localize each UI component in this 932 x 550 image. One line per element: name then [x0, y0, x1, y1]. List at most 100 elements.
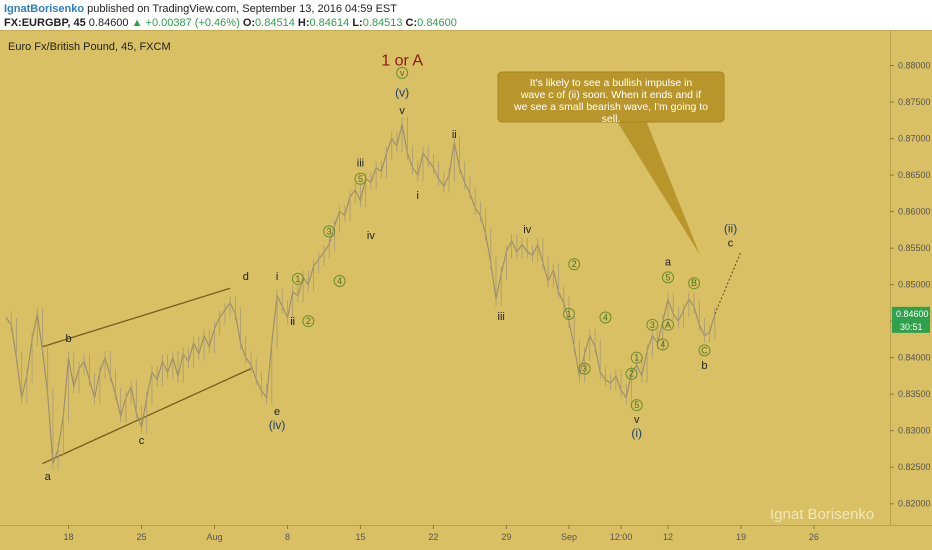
y-tick-label: 0.86000 — [898, 207, 931, 217]
open-value: 0.84514 — [255, 17, 295, 29]
wave-circle — [354, 172, 367, 185]
callout-rect — [497, 71, 725, 123]
callout-line: we see a small bearish wave, I'm going t… — [513, 101, 708, 113]
wave-circle-label: 2 — [629, 369, 634, 379]
wave-circle-label: 4 — [603, 313, 608, 323]
wave-label: d — [243, 271, 249, 283]
x-tick-label: 26 — [809, 532, 819, 542]
wave-circle — [630, 351, 643, 364]
wave-circle — [599, 311, 612, 324]
wave-circle — [568, 258, 581, 271]
high-label: H: — [297, 17, 310, 29]
y-tick-label: 0.83000 — [898, 426, 931, 436]
wave-circle — [323, 225, 336, 238]
wave-circle — [396, 66, 409, 79]
wave-circle-label: 1 — [295, 274, 300, 284]
x-tick-label: 12:00 — [610, 532, 633, 542]
y-tick-label: 0.85500 — [898, 243, 931, 253]
timer-badge-bg — [892, 319, 930, 333]
trend-line — [42, 287, 231, 348]
close-label: C: — [405, 17, 418, 29]
x-tick-label: 12 — [663, 532, 673, 542]
wave-circle — [578, 362, 591, 375]
time-axis[interactable]: 18 25 Aug 8 15 22 29 Sep 12:00 12 19 26 — [64, 525, 819, 542]
price-badge: 0.84600 — [896, 309, 929, 319]
wave-circle-label: 5 — [358, 174, 363, 184]
wave-circle — [688, 277, 701, 290]
price-series — [5, 117, 742, 471]
y-tick-label: 0.87000 — [898, 134, 931, 144]
timer-badge: 30:51 — [900, 322, 923, 332]
callout-text: It's likely to see a bullish impulse in w… — [513, 77, 708, 125]
price-chart[interactable]: Euro Fx/British Pound, 45, FXCM 0.88000 0… — [0, 30, 932, 550]
wave-circle — [562, 307, 575, 320]
callout-box: It's likely to see a bullish impulse in w… — [497, 71, 725, 255]
x-tick-label: 18 — [64, 532, 74, 542]
author-link[interactable]: IgnatBorisenko — [4, 3, 85, 15]
publish-line: IgnatBorisenko published on TradingView.… — [4, 3, 397, 15]
wave-circle-label: 4 — [337, 276, 342, 286]
wave-label: iv — [523, 224, 531, 236]
y-tick-label: 0.84000 — [898, 353, 931, 363]
current-price: 0.84600 — [88, 17, 129, 29]
wave-degree-label: (ii) — [724, 221, 737, 235]
high-value: 0.84614 — [309, 17, 350, 29]
wave-label: a — [45, 471, 52, 483]
chart-header: IgnatBorisenko published on TradingView.… — [0, 0, 932, 30]
published-text: published on TradingView.com, September … — [87, 3, 397, 15]
wave-label: c — [728, 237, 734, 249]
wave-major-label: 1 or A — [381, 53, 423, 70]
price-change: ▲ +0.00387 (+0.46%) — [131, 17, 240, 29]
x-tick-label: 22 — [428, 532, 438, 542]
wave-circle-label: 2 — [306, 316, 311, 326]
close-value: 0.84600 — [417, 17, 457, 29]
wave-circle — [625, 367, 638, 380]
x-tick-label: 8 — [285, 532, 290, 542]
x-tick-label: Aug — [206, 532, 222, 542]
wave-circle — [302, 315, 315, 328]
wave-label: e — [274, 406, 280, 418]
wave-circle-label: 1 — [634, 353, 639, 363]
wave-label: i — [276, 271, 278, 283]
wave-circle — [630, 399, 643, 412]
wave-circle-label: 1 — [566, 309, 571, 319]
wave-degree-label: (v) — [395, 86, 409, 100]
x-tick-label: 25 — [137, 532, 147, 542]
low-value: 0.84513 — [362, 17, 403, 29]
wave-circle-label: B — [691, 278, 697, 288]
wave-circle — [656, 338, 669, 351]
wave-label: b — [65, 333, 71, 345]
wave-label: iii — [498, 311, 505, 323]
wave-circle — [291, 272, 304, 285]
chart-background — [0, 30, 932, 550]
wave-circle-label: 4 — [660, 340, 665, 350]
wave-label: ii — [290, 316, 295, 328]
open-label: O: — [242, 17, 256, 29]
wave-circle — [698, 344, 711, 357]
x-tick-label: 29 — [501, 532, 511, 542]
wave-circle-label: 3 — [650, 320, 655, 330]
wave-circle — [661, 318, 674, 331]
wave-circle-label: v — [400, 68, 405, 78]
wave-label: iii — [357, 158, 364, 170]
callout-line: It's likely to see a bullish impulse in — [530, 77, 693, 89]
y-tick-label: 0.82000 — [898, 499, 931, 509]
wave-circle-label: A — [665, 320, 671, 330]
callout-line: wave c of (ii) soon. When it ends and if — [520, 89, 701, 101]
price-badges: 0.84600 30:51 — [892, 306, 930, 333]
wave-label: a — [665, 256, 672, 268]
symbol-label: FX:EURGBP, 45 — [4, 17, 86, 29]
wave-label: ii — [452, 129, 457, 141]
wave-circle-label: 5 — [665, 272, 670, 282]
y-tick-label: 0.83500 — [898, 389, 931, 399]
wave-label: iv — [367, 230, 375, 242]
projection-line — [714, 251, 742, 315]
wave-circle — [661, 271, 674, 284]
wave-label: v — [399, 105, 405, 117]
wave-circle-label: 3 — [582, 364, 587, 374]
wave-degree-label: (i) — [631, 426, 642, 440]
low-label: L: — [352, 17, 363, 29]
y-tick-label: 0.87500 — [898, 97, 931, 107]
y-tick-label: 0.86500 — [898, 170, 931, 180]
